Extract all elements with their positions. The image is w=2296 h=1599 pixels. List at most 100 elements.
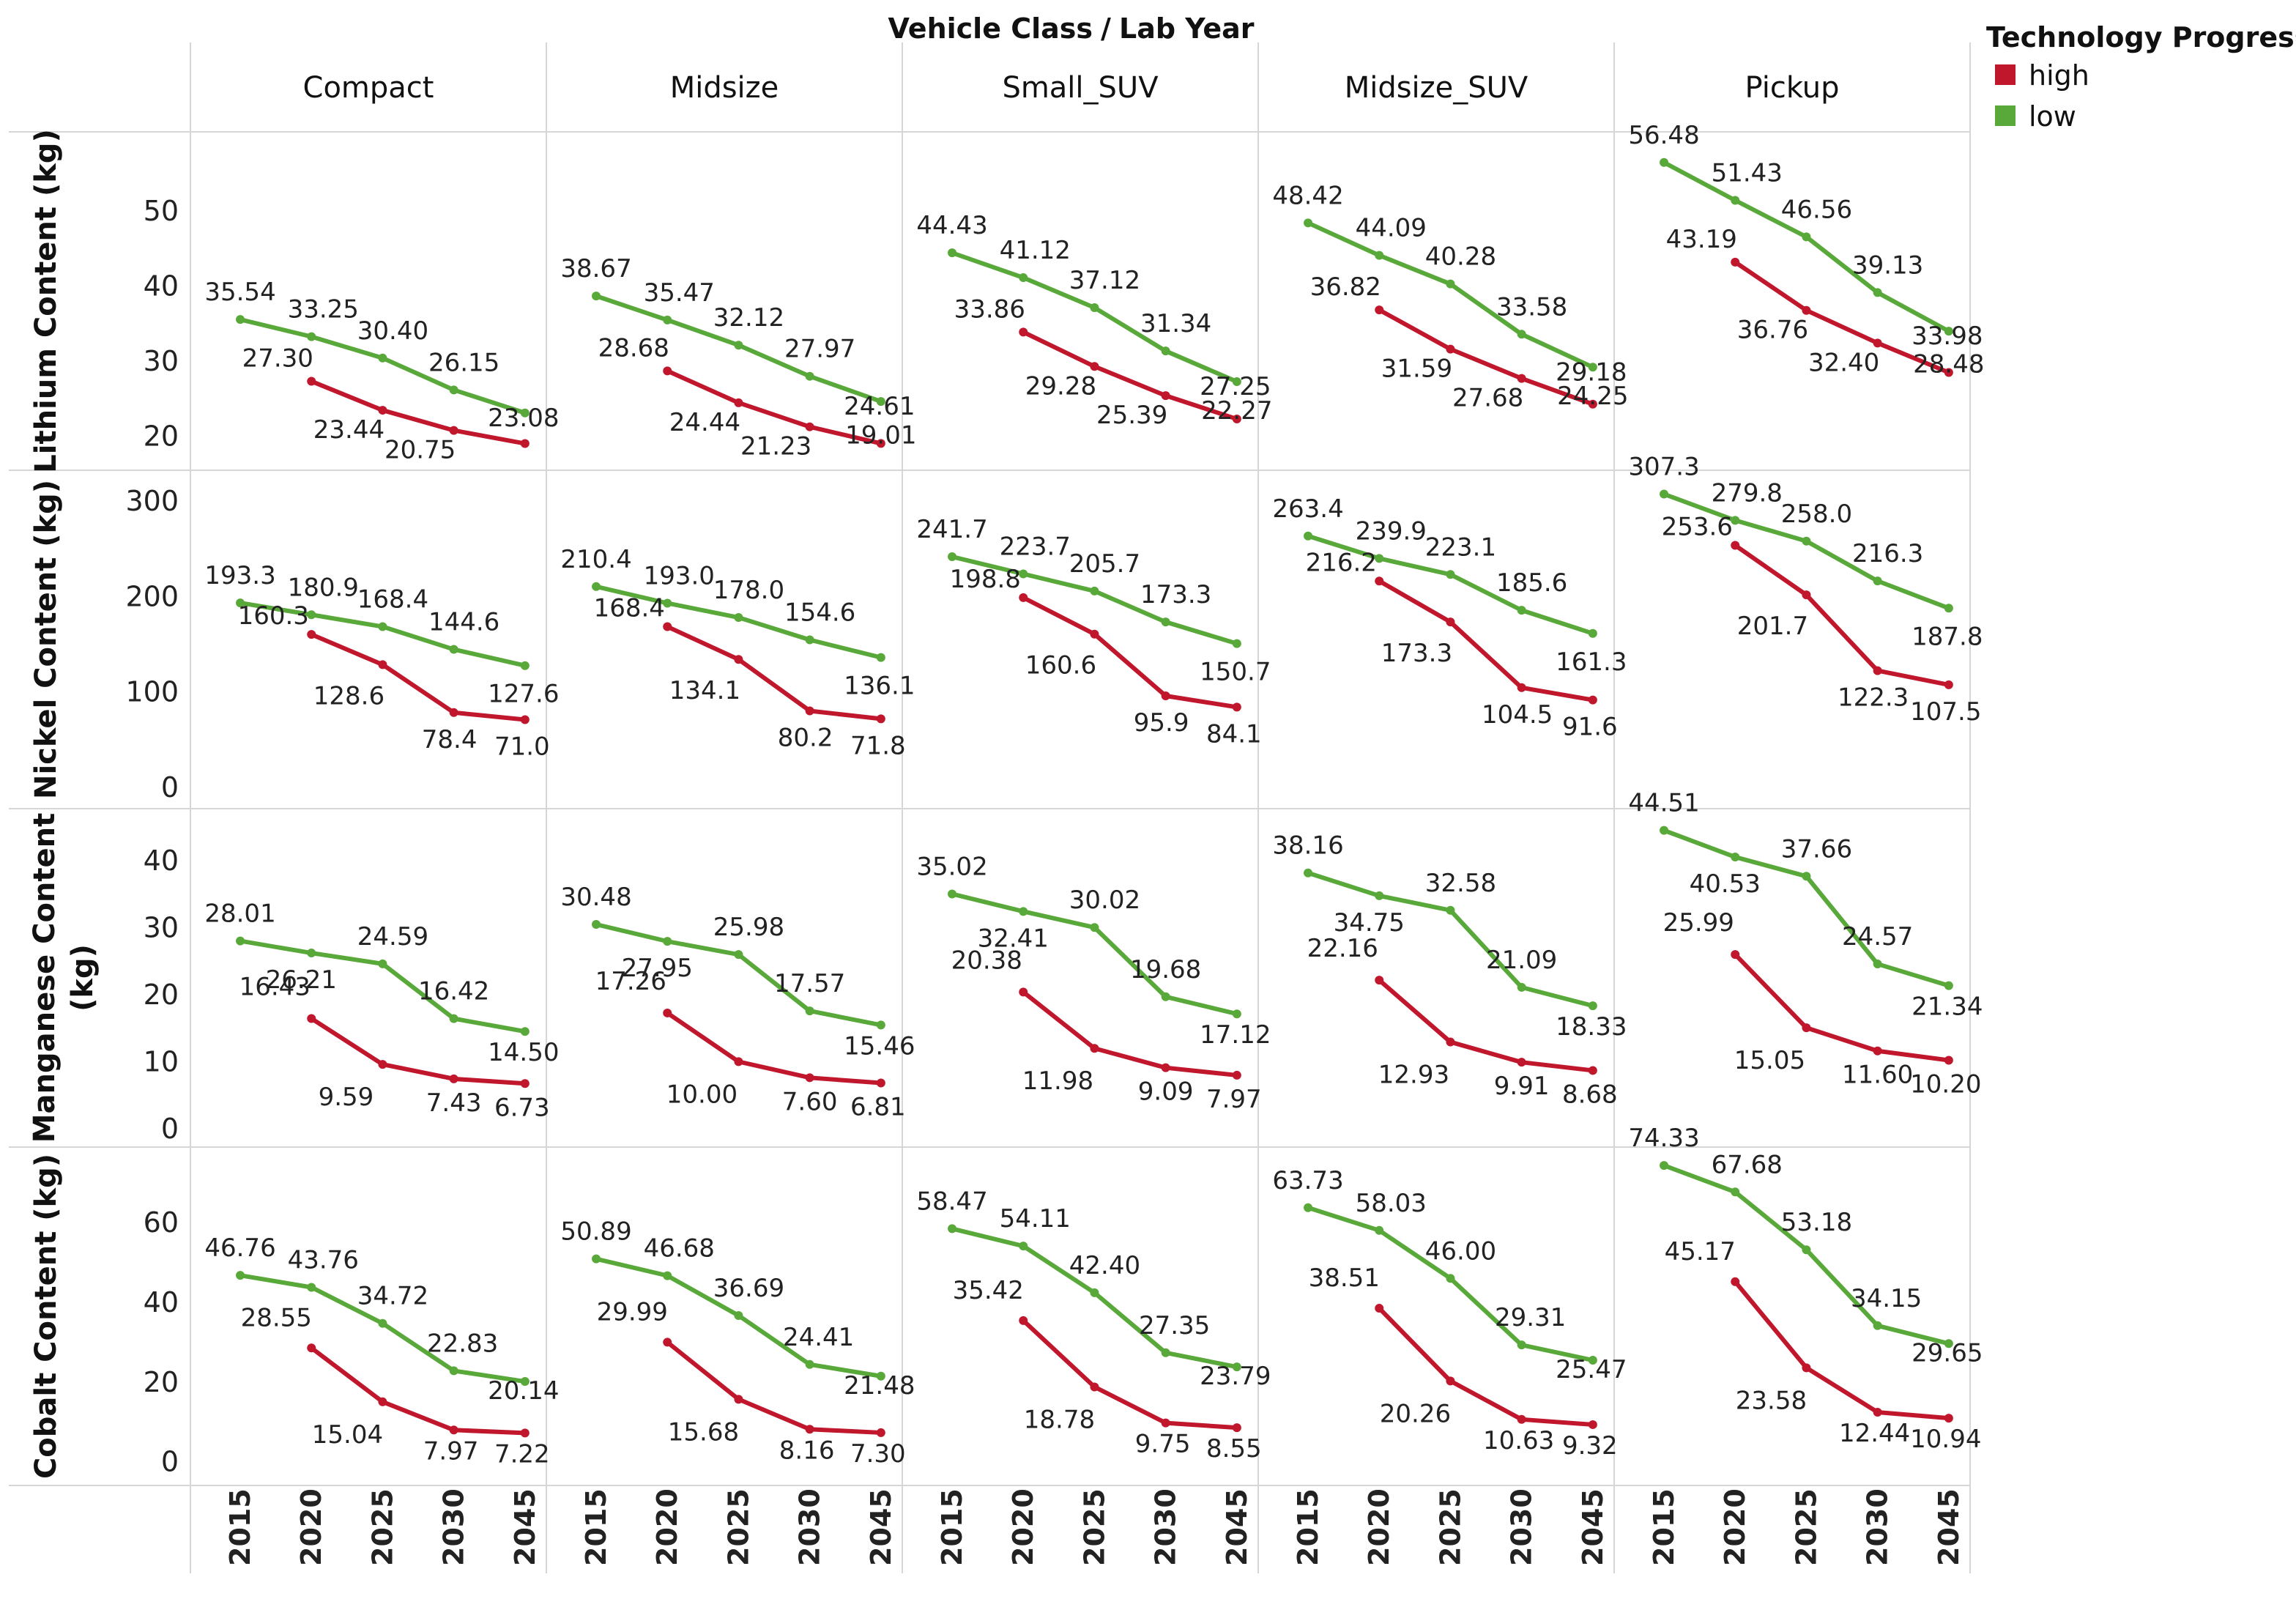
data-point-low bbox=[1731, 1187, 1740, 1197]
data-point-low bbox=[1873, 576, 1882, 586]
data-label-high: 29.99 bbox=[597, 1297, 668, 1327]
data-point-low bbox=[236, 936, 245, 946]
data-label-low: 24.41 bbox=[783, 1323, 854, 1352]
data-label-high: 253.6 bbox=[1662, 513, 1733, 542]
x-tick-label: 2045 bbox=[1577, 1488, 1609, 1566]
data-label-high: 27.30 bbox=[242, 344, 313, 374]
data-point-low bbox=[1944, 981, 1953, 990]
data-label-high: 71.8 bbox=[850, 731, 906, 760]
data-label-low: 46.76 bbox=[204, 1233, 275, 1263]
data-label-low: 44.09 bbox=[1356, 214, 1427, 243]
data-point-low bbox=[1802, 872, 1811, 881]
data-point-high bbox=[1944, 1414, 1953, 1423]
data-label-low: 19.68 bbox=[1130, 955, 1201, 984]
data-point-low bbox=[1873, 1321, 1882, 1330]
data-label-low: 23.08 bbox=[488, 404, 559, 433]
data-point-high bbox=[520, 439, 530, 448]
data-label-high: 23.44 bbox=[313, 415, 384, 445]
data-label-low: 51.43 bbox=[1712, 159, 1783, 188]
data-point-high bbox=[378, 406, 387, 415]
data-label-low: 18.33 bbox=[1556, 1012, 1627, 1042]
x-tick-label: 2030 bbox=[1150, 1488, 1182, 1566]
data-point-low bbox=[1660, 489, 1669, 499]
data-point-low bbox=[307, 949, 316, 958]
data-label-high: 7.97 bbox=[1206, 1085, 1262, 1114]
data-label-high: 29.28 bbox=[1025, 371, 1096, 401]
data-point-low bbox=[1304, 218, 1313, 228]
data-point-low bbox=[663, 1271, 672, 1280]
data-label-low: 21.34 bbox=[1912, 993, 1983, 1022]
data-point-low bbox=[1019, 273, 1028, 283]
data-label-high: 11.98 bbox=[1022, 1066, 1093, 1096]
data-label-low: 216.3 bbox=[1852, 539, 1923, 568]
data-point-low bbox=[378, 959, 387, 968]
data-point-high bbox=[1161, 691, 1170, 701]
data-label-low: 33.98 bbox=[1912, 322, 1983, 351]
data-label-high: 17.26 bbox=[595, 967, 666, 996]
data-label-high: 45.17 bbox=[1665, 1237, 1736, 1266]
series-line-high bbox=[309, 632, 527, 722]
data-point-high bbox=[1446, 1037, 1455, 1047]
x-tick-label: 2030 bbox=[1506, 1488, 1538, 1566]
data-label-low: 241.7 bbox=[916, 515, 987, 544]
data-label-high: 23.58 bbox=[1736, 1386, 1807, 1415]
data-point-low bbox=[948, 552, 957, 562]
data-label-low: 53.18 bbox=[1781, 1208, 1852, 1237]
data-point-low bbox=[449, 1014, 458, 1023]
data-point-high bbox=[1802, 1363, 1811, 1373]
data-label-high: 122.3 bbox=[1838, 683, 1909, 713]
data-point-high bbox=[1944, 680, 1953, 689]
data-label-low: 187.8 bbox=[1912, 622, 1983, 651]
data-point-low bbox=[1090, 923, 1099, 932]
x-tick-label: 2045 bbox=[1933, 1488, 1965, 1566]
data-point-low bbox=[1731, 196, 1740, 205]
data-point-high bbox=[876, 1428, 885, 1437]
data-label-low: 32.12 bbox=[713, 303, 784, 333]
data-label-low: 43.76 bbox=[288, 1245, 359, 1275]
x-tick-label: 2020 bbox=[295, 1488, 327, 1566]
x-tick-label: 2025 bbox=[722, 1488, 754, 1566]
y-tick-label: 30 bbox=[144, 345, 179, 377]
data-label-low: 17.12 bbox=[1200, 1020, 1271, 1050]
data-label-low: 33.25 bbox=[288, 295, 359, 324]
data-point-high bbox=[1232, 1423, 1241, 1433]
row-label: Cobalt Content (kg) bbox=[29, 1154, 63, 1479]
data-point-high bbox=[307, 1343, 316, 1353]
data-point-high bbox=[1090, 1382, 1099, 1392]
data-point-high bbox=[663, 366, 672, 376]
data-point-low bbox=[236, 315, 245, 324]
data-point-low bbox=[1375, 1225, 1384, 1235]
data-label-low: 223.7 bbox=[1000, 532, 1071, 561]
data-point-low bbox=[1944, 327, 1953, 336]
data-point-low bbox=[734, 341, 743, 350]
data-point-low bbox=[1161, 617, 1170, 627]
data-label-low: 17.57 bbox=[774, 969, 845, 998]
data-label-low: 25.47 bbox=[1556, 1355, 1627, 1384]
data-point-high bbox=[1731, 1277, 1740, 1286]
data-point-low bbox=[1232, 639, 1241, 648]
data-label-high: 10.94 bbox=[1910, 1425, 1981, 1454]
legend-label-low: low bbox=[2029, 100, 2076, 133]
data-label-low: 30.02 bbox=[1069, 886, 1140, 915]
data-point-high bbox=[1161, 391, 1170, 401]
data-point-low bbox=[520, 1027, 530, 1036]
data-point-high bbox=[1873, 1407, 1882, 1417]
data-point-low bbox=[1660, 1161, 1669, 1171]
data-label-low: 50.89 bbox=[560, 1217, 631, 1247]
data-label-high: 160.6 bbox=[1025, 651, 1096, 680]
data-label-low: 168.4 bbox=[357, 585, 428, 615]
data-point-low bbox=[1517, 330, 1526, 339]
data-label-high: 9.32 bbox=[1562, 1431, 1618, 1461]
y-axis-ticks: 20 30 40 50 0 100 200 300 0 10 20 30 40 0 20 40 60 bbox=[125, 195, 179, 1478]
data-point-low bbox=[1232, 1009, 1241, 1019]
x-tick-label: 2030 bbox=[438, 1488, 470, 1566]
data-label-low: 40.53 bbox=[1690, 869, 1761, 899]
data-label-low: 173.3 bbox=[1140, 580, 1211, 609]
data-label-high: 7.60 bbox=[782, 1087, 838, 1116]
data-point-high bbox=[876, 439, 885, 448]
data-label-low: 193.3 bbox=[204, 561, 275, 590]
data-point-low bbox=[1232, 1362, 1241, 1372]
x-tick-label: 2020 bbox=[1719, 1488, 1751, 1566]
y-tick-label: 40 bbox=[144, 270, 179, 303]
